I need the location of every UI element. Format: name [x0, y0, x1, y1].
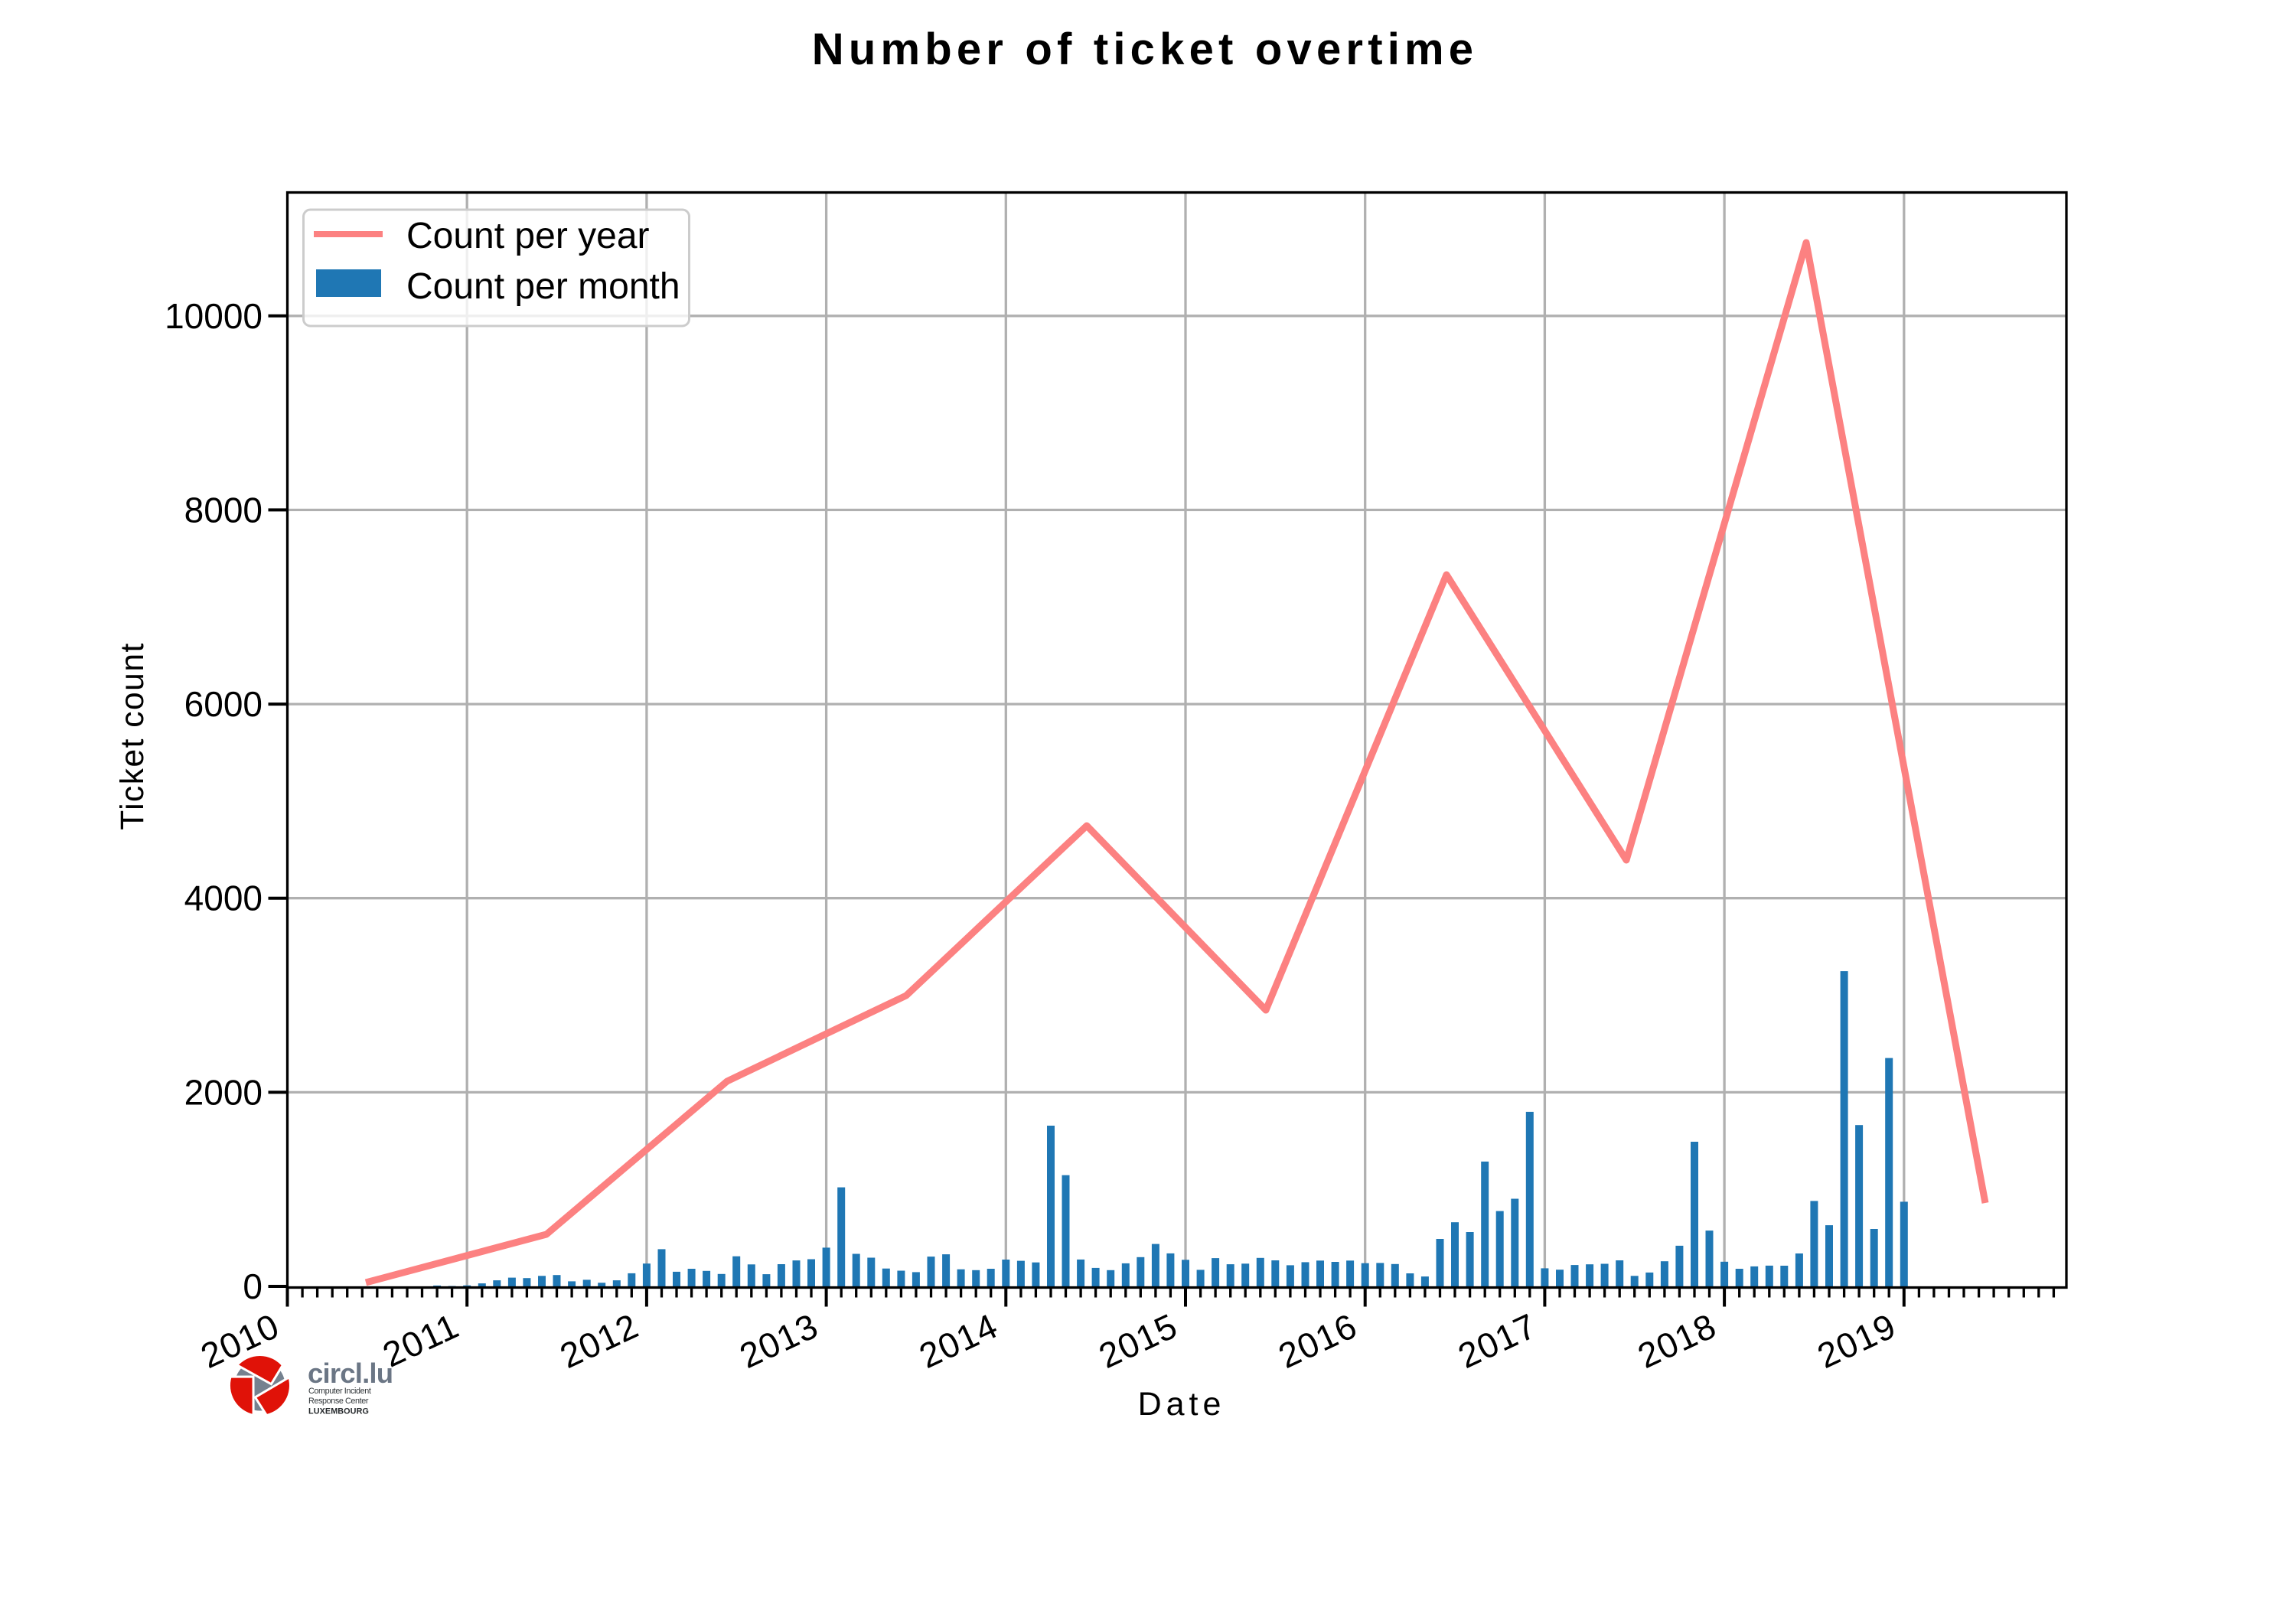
svg-text:Count per year: Count per year	[406, 216, 650, 256]
svg-text:Date: Date	[1138, 1386, 1226, 1423]
svg-text:2000: 2000	[184, 1072, 263, 1112]
svg-text:Response Center: Response Center	[308, 1397, 369, 1406]
svg-text:circl.lu: circl.lu	[308, 1358, 393, 1389]
svg-text:Count per month: Count per month	[406, 266, 680, 307]
svg-text:Computer Incident: Computer Incident	[308, 1387, 371, 1396]
svg-text:0: 0	[243, 1266, 263, 1306]
svg-text:LUXEMBOURG: LUXEMBOURG	[308, 1407, 369, 1416]
svg-text:6000: 6000	[184, 684, 263, 724]
svg-text:Number of ticket overtime: Number of ticket overtime	[812, 24, 1479, 74]
svg-text:10000: 10000	[165, 296, 263, 336]
svg-text:4000: 4000	[184, 878, 263, 918]
svg-text:8000: 8000	[184, 490, 263, 530]
svg-text:Ticket count: Ticket count	[115, 642, 151, 830]
